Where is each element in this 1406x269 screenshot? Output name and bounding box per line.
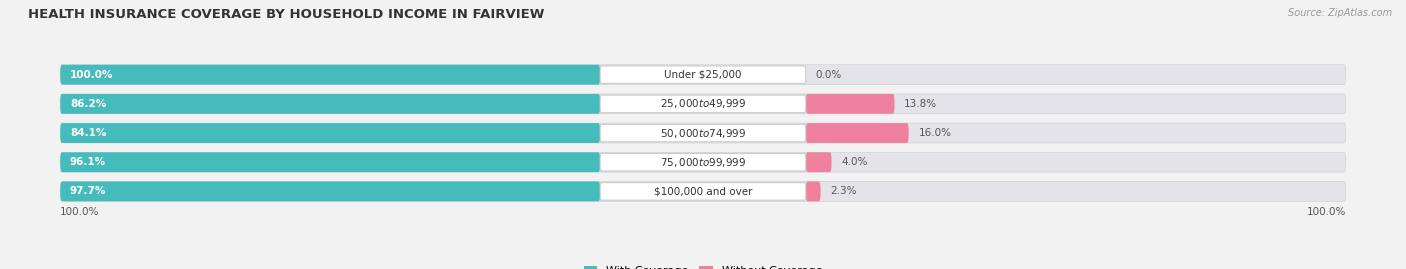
FancyBboxPatch shape [60,152,600,172]
Text: $50,000 to $74,999: $50,000 to $74,999 [659,126,747,140]
Text: 86.2%: 86.2% [70,99,105,109]
Text: $75,000 to $99,999: $75,000 to $99,999 [659,156,747,169]
FancyBboxPatch shape [60,65,600,85]
Text: Source: ZipAtlas.com: Source: ZipAtlas.com [1288,8,1392,18]
FancyBboxPatch shape [60,152,1346,172]
Text: 100.0%: 100.0% [60,207,100,217]
Text: 4.0%: 4.0% [841,157,868,167]
Text: 16.0%: 16.0% [918,128,952,138]
FancyBboxPatch shape [60,182,600,201]
FancyBboxPatch shape [600,154,806,171]
Text: $25,000 to $49,999: $25,000 to $49,999 [659,97,747,110]
FancyBboxPatch shape [60,182,1346,201]
FancyBboxPatch shape [806,182,821,201]
Text: 2.3%: 2.3% [831,186,856,196]
FancyBboxPatch shape [60,94,600,114]
Legend: With Coverage, Without Coverage: With Coverage, Without Coverage [579,261,827,269]
Text: HEALTH INSURANCE COVERAGE BY HOUSEHOLD INCOME IN FAIRVIEW: HEALTH INSURANCE COVERAGE BY HOUSEHOLD I… [28,8,544,21]
Text: $100,000 and over: $100,000 and over [654,186,752,196]
Text: Under $25,000: Under $25,000 [664,70,742,80]
FancyBboxPatch shape [806,94,894,114]
FancyBboxPatch shape [600,124,806,142]
FancyBboxPatch shape [600,95,806,113]
FancyBboxPatch shape [60,94,1346,114]
Text: 97.7%: 97.7% [70,186,107,196]
Text: 0.0%: 0.0% [815,70,842,80]
FancyBboxPatch shape [60,65,1346,85]
FancyBboxPatch shape [60,123,1346,143]
Text: 100.0%: 100.0% [1306,207,1346,217]
Text: 84.1%: 84.1% [70,128,107,138]
FancyBboxPatch shape [600,66,806,83]
Text: 96.1%: 96.1% [70,157,105,167]
FancyBboxPatch shape [806,123,908,143]
FancyBboxPatch shape [806,152,831,172]
Text: 100.0%: 100.0% [70,70,114,80]
FancyBboxPatch shape [60,123,600,143]
Text: 13.8%: 13.8% [904,99,938,109]
FancyBboxPatch shape [600,183,806,200]
